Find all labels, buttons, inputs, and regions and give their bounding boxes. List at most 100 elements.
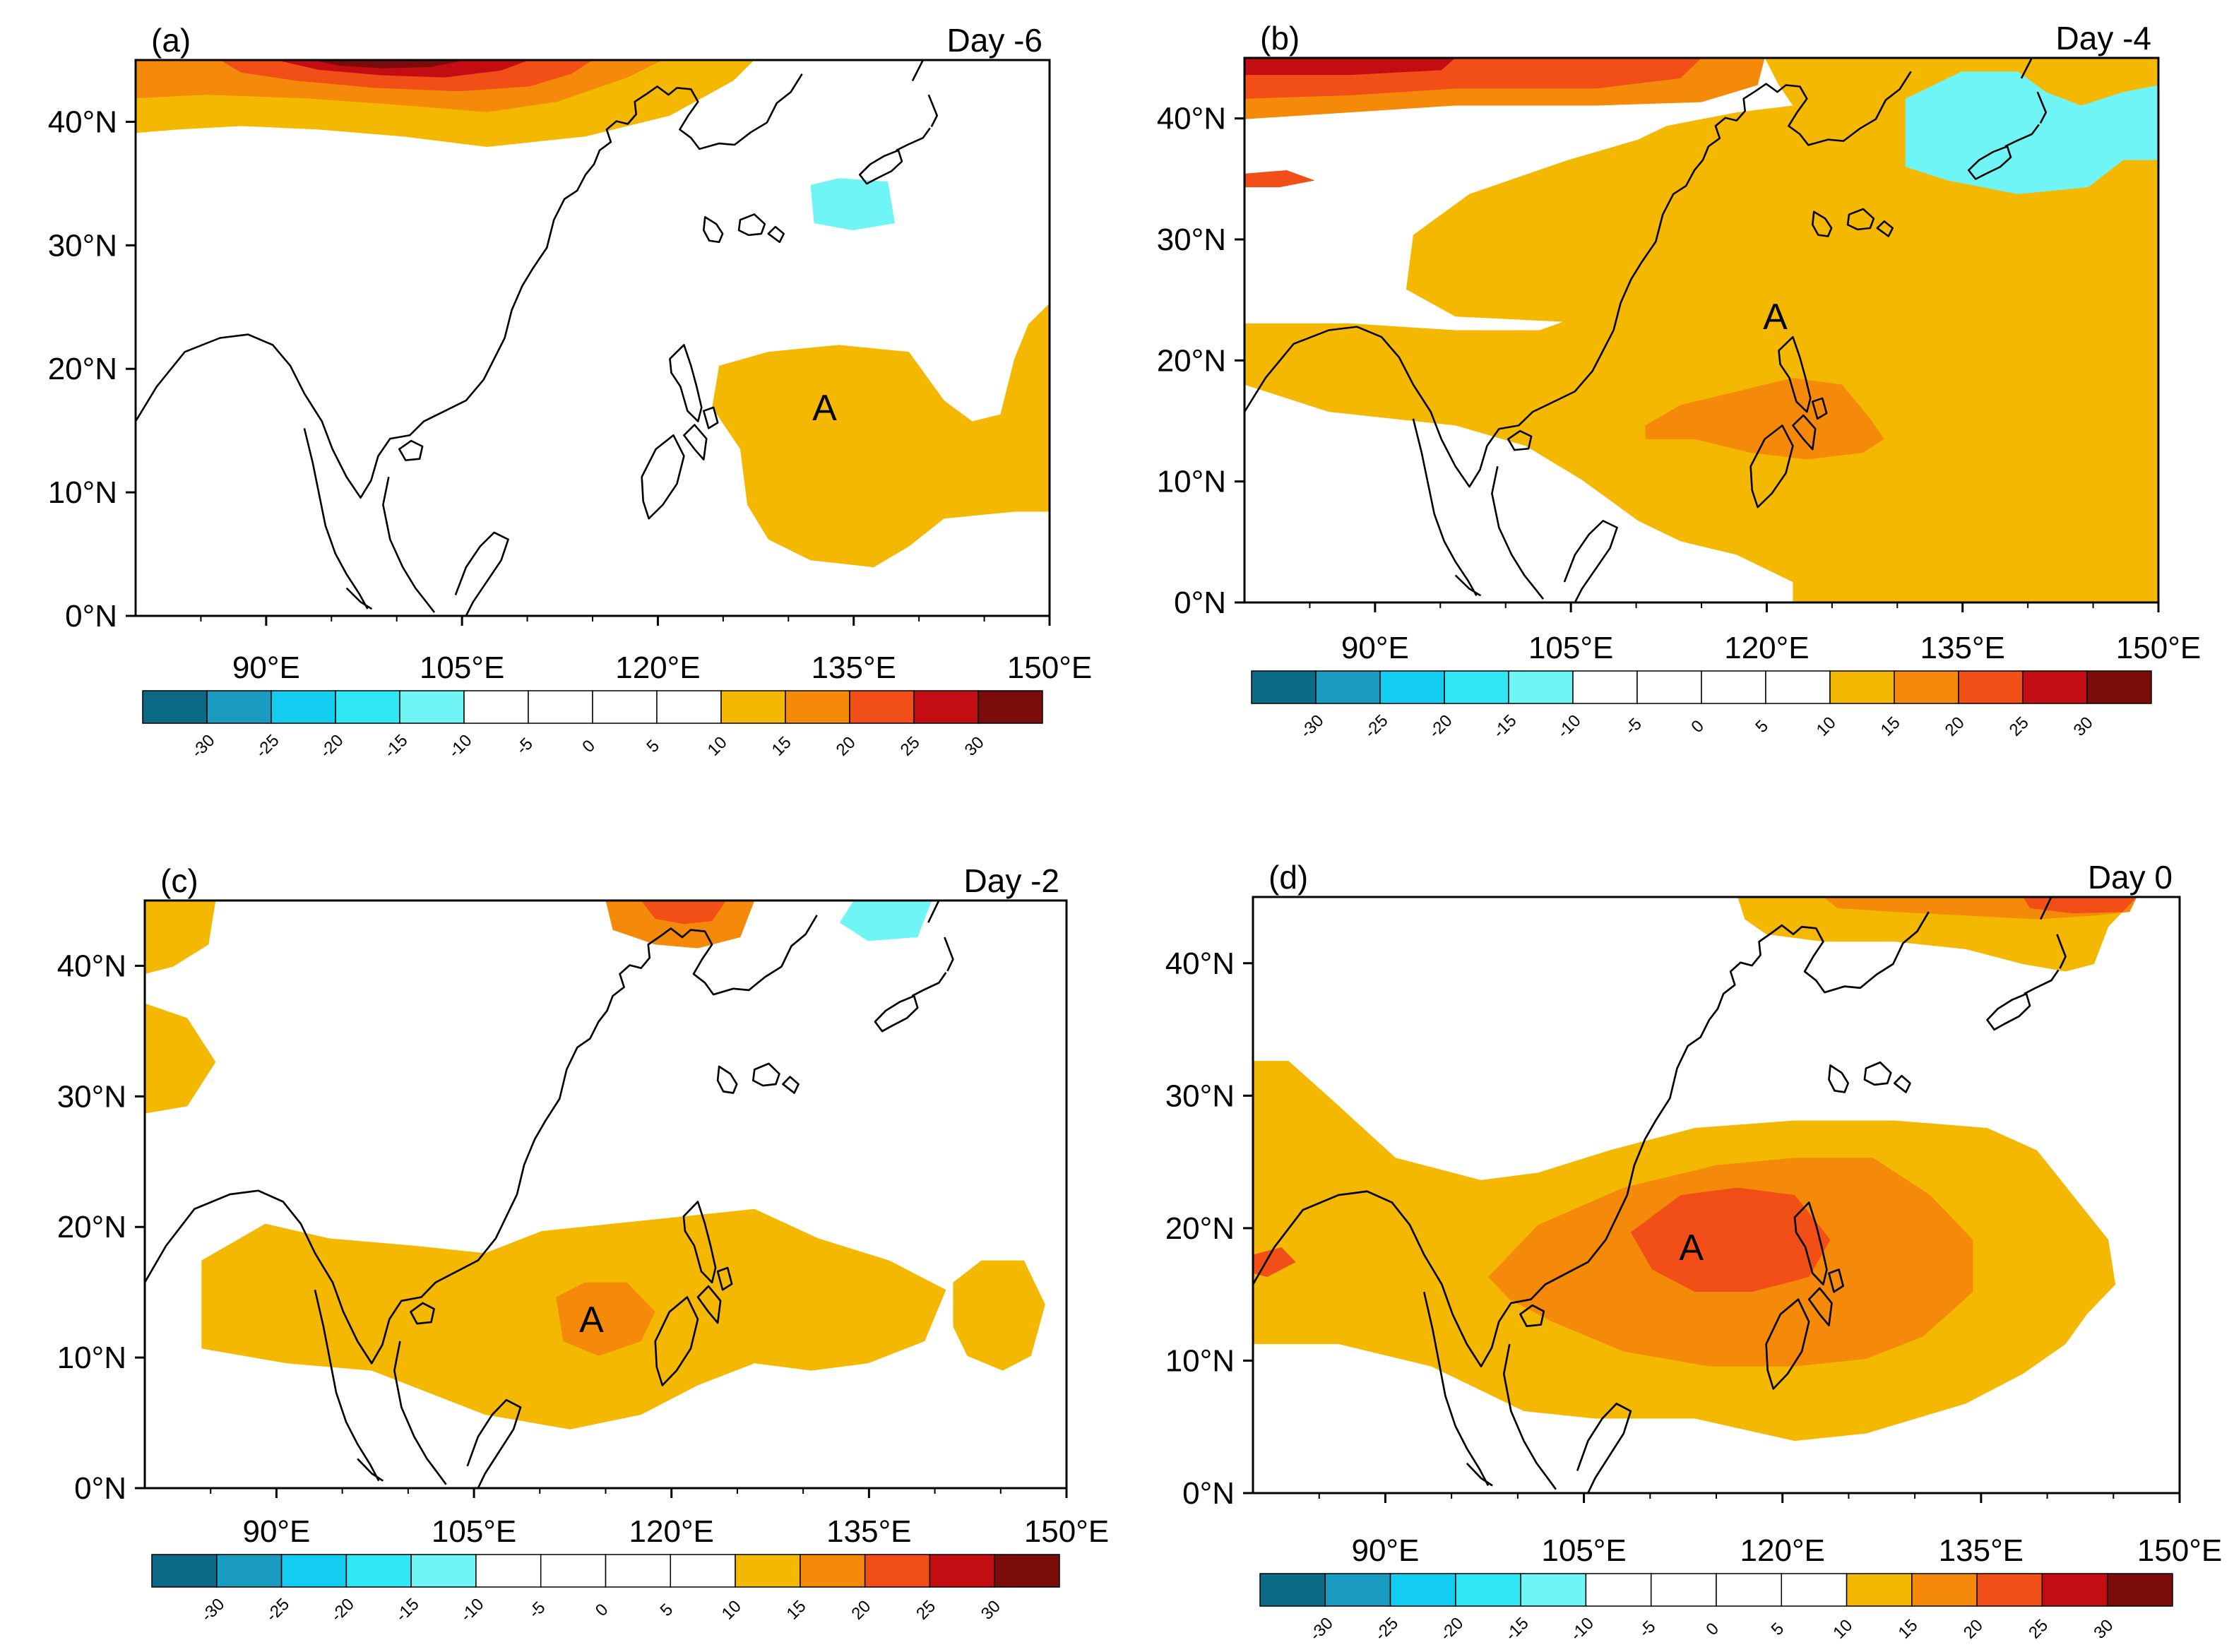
lon-tick-label: 150°E: [2137, 1533, 2222, 1568]
colorbar-box: [1716, 1573, 1783, 1607]
colorbar-box: [800, 1554, 866, 1588]
colorbar-label: -15: [392, 1595, 423, 1626]
colorbar-label: -25: [1361, 711, 1392, 742]
lon-tick-label: 135°E: [1939, 1533, 2024, 1568]
colorbar-box: [1650, 1573, 1717, 1607]
lat-tick-label: 20°N: [48, 352, 117, 386]
colorbar-box: [1894, 670, 1959, 704]
colorbar-label: 20: [848, 1597, 874, 1624]
colorbar: -30 -25 -20 -15 -10 -5 0 5 10 15 20 25 30: [142, 690, 1043, 762]
colorbar-label: 10: [1829, 1616, 1856, 1643]
colorbar-box: [785, 690, 850, 724]
lat-tick-label: 0°N: [1174, 586, 1226, 620]
panel-c: (c) Day -2 A 0°N 10°N 20°N 30°N 40°N 90°E 105°E 12…: [57, 862, 1109, 1626]
colorbar-label: 15: [783, 1597, 810, 1624]
anomaly-fill-6: [1244, 58, 1456, 76]
colorbar-label: -30: [1306, 1614, 1337, 1645]
colorbar-label: 20: [833, 733, 860, 760]
anomaly-fill-4: [641, 901, 727, 925]
anomaly-fill-7: [1645, 377, 1884, 460]
lat-tick-label: 0°N: [65, 599, 117, 634]
lon-tick-label: 150°E: [1024, 1514, 1109, 1549]
colorbar-label: -5: [525, 1598, 549, 1622]
colorbar-box: [913, 690, 979, 724]
lon-tick-label: 150°E: [2116, 631, 2201, 665]
colorbar-label: 0: [578, 736, 599, 756]
colorbar-label: -30: [188, 731, 219, 762]
colorbar-box: [670, 1554, 736, 1588]
lat-tick-label: 0°N: [1182, 1476, 1235, 1511]
lon-tick-label: 105°E: [1528, 631, 1613, 665]
colorbar-label: -10: [457, 1595, 488, 1626]
colorbar-box: [1324, 1573, 1391, 1607]
colorbar-label: 25: [897, 733, 924, 760]
colorbar-box: [978, 690, 1043, 724]
lat-tick-label: 20°N: [1165, 1211, 1235, 1246]
colorbar-label: -20: [1425, 711, 1456, 742]
colorbar-label: 10: [1813, 713, 1840, 740]
colorbar-label: 5: [1768, 1619, 1788, 1639]
colorbar-box: [2106, 1573, 2173, 1607]
colorbar-label: -5: [1622, 715, 1646, 739]
lon-tick-label: 120°E: [1740, 1533, 1825, 1568]
colorbar-label: 5: [643, 736, 663, 756]
anomaly-fill-3: [1630, 1187, 1831, 1293]
colorbar-box: [410, 1554, 477, 1588]
colorbar-box: [994, 1554, 1060, 1588]
colorbar-box: [463, 690, 529, 724]
colorbar-box: [1781, 1573, 1848, 1607]
anomaly-fill-5: [839, 901, 932, 941]
colorbar-label: 30: [2070, 713, 2097, 740]
colorbar-box: [1455, 1573, 1521, 1607]
colorbar-box: [528, 690, 593, 724]
day-label: Day -6: [947, 22, 1042, 59]
panel-label: (a): [151, 22, 191, 59]
colorbar-label: -30: [198, 1595, 229, 1626]
colorbar-box: [1585, 1573, 1652, 1607]
lat-tick-label: 0°N: [74, 1471, 126, 1506]
colorbar-box: [151, 1554, 218, 1588]
lat-tick-label: 30°N: [48, 228, 117, 263]
colorbar-box: [1958, 670, 2024, 704]
colorbar-label: -20: [1437, 1614, 1468, 1645]
panel-d: (d) Day 0 A 0°N 10°N 20°N 30°N 40°N 90°E 105°E 120…: [1165, 859, 2222, 1645]
anomaly-fill-8: [953, 1260, 1045, 1371]
anomaly-fill-7: [2022, 897, 2137, 914]
anomaly-center-marker: A: [1763, 297, 1788, 338]
lat-tick-label: 10°N: [48, 475, 117, 510]
colorbar: -30 -25 -20 -15 -10 -5 0 5 10 15 20 25 30: [1259, 1573, 2173, 1645]
day-label: Day 0: [2088, 859, 2173, 896]
colorbar-box: [206, 690, 272, 724]
lon-tick-label: 120°E: [629, 1514, 714, 1549]
colorbar-label: 20: [1942, 713, 1968, 740]
colorbar-box: [335, 690, 400, 724]
colorbar-box: [929, 1554, 995, 1588]
colorbar-label: -25: [1371, 1614, 1402, 1645]
lon-tick-label: 105°E: [432, 1514, 516, 1549]
colorbar-box: [540, 1554, 607, 1588]
colorbar-label: 30: [978, 1597, 1004, 1624]
colorbar-box: [864, 1554, 931, 1588]
day-label: Day -4: [2056, 20, 2151, 57]
colorbar-label: 25: [913, 1597, 939, 1624]
lon-tick-label: 105°E: [420, 650, 504, 685]
colorbar: -30 -25 -20 -15 -10 -5 0 5 10 15 20 25 30: [151, 1554, 1060, 1626]
colorbar-box: [1259, 1573, 1326, 1607]
colorbar-label: 10: [704, 733, 731, 760]
anomaly-center-marker: A: [579, 1300, 604, 1341]
lon-tick-label: 90°E: [242, 1514, 310, 1549]
colorbar-label: 15: [1895, 1616, 1922, 1643]
anomaly-fill-7: [712, 303, 1050, 568]
lat-tick-label: 20°N: [1157, 343, 1226, 378]
panel-label: (c): [160, 862, 198, 899]
colorbar-label: 0: [592, 1600, 612, 1620]
lon-tick-label: 150°E: [1007, 650, 1092, 685]
colorbar-label: -15: [1502, 1614, 1533, 1645]
lat-tick-label: 30°N: [1165, 1078, 1235, 1113]
colorbar-label: -15: [1490, 711, 1521, 742]
anomaly-center-marker: A: [812, 388, 837, 429]
colorbar-box: [1520, 1573, 1587, 1607]
colorbar-label: 5: [1752, 716, 1772, 737]
panel-label: (d): [1268, 859, 1308, 896]
